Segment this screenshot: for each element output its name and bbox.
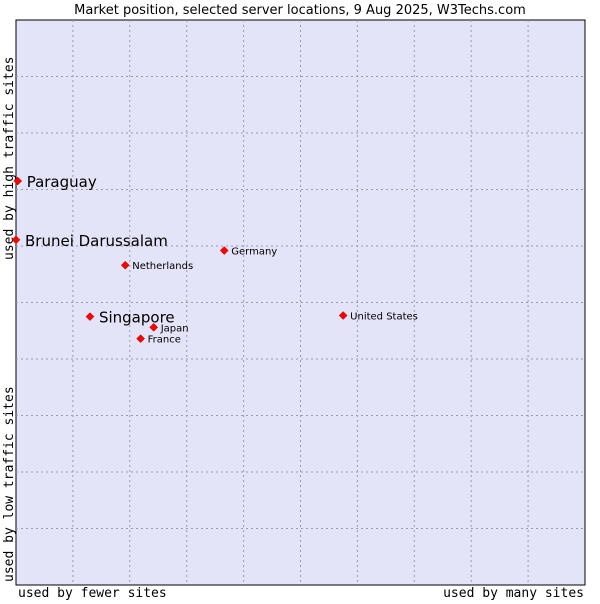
- y-axis-label-bottom: used by low traffic sites: [2, 386, 17, 582]
- point-label: Netherlands: [132, 261, 193, 272]
- point-marker: [11, 235, 21, 245]
- data-point-paraguay: Paraguay: [13, 173, 97, 191]
- point-marker: [149, 323, 159, 332]
- x-axis-label-left: used by fewer sites: [18, 586, 167, 600]
- data-point-brunei-darussalam: Brunei Darussalam: [11, 232, 168, 250]
- point-marker: [136, 334, 145, 344]
- point-label: Japan: [160, 323, 189, 334]
- x-axis-label-right: used by many sites: [443, 586, 584, 600]
- data-point-japan: Japan: [149, 323, 189, 334]
- data-point-netherlands: Netherlands: [120, 260, 193, 272]
- point-label: United States: [350, 311, 418, 322]
- data-point-germany: Germany: [219, 246, 277, 258]
- point-marker: [338, 311, 348, 320]
- point-marker: [85, 312, 95, 321]
- point-marker: [120, 260, 130, 270]
- data-point-france: France: [136, 334, 181, 346]
- data-point-singapore: Singapore: [85, 309, 175, 327]
- grid: [16, 20, 585, 585]
- point-label: Brunei Darussalam: [25, 232, 168, 250]
- data-point-united-states: United States: [338, 311, 418, 322]
- point-marker: [219, 246, 229, 255]
- point-marker: [13, 176, 23, 186]
- point-label: France: [148, 335, 181, 346]
- y-axis-label-top: used by high traffic sites: [2, 57, 17, 261]
- data-points: Paraguay Brunei Darussalam Singapore German…: [11, 173, 418, 346]
- chart-title: Market position, selected server locatio…: [74, 3, 526, 18]
- point-label: Germany: [231, 247, 277, 258]
- point-label: Paraguay: [27, 173, 97, 191]
- point-label: Singapore: [99, 309, 175, 327]
